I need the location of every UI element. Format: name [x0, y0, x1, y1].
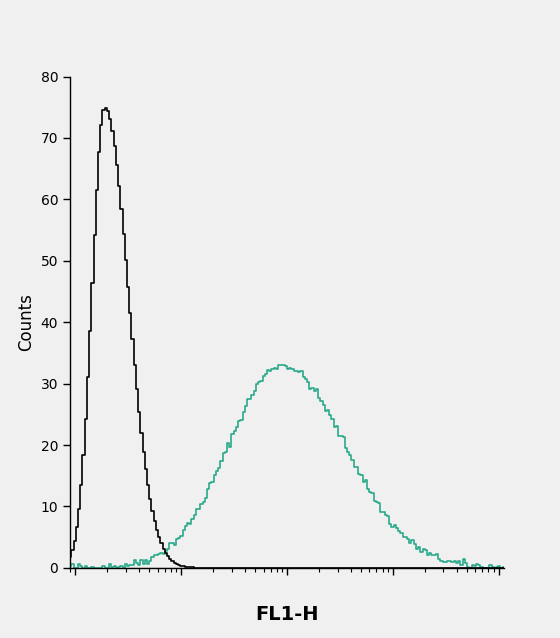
X-axis label: FL1-H: FL1-H: [255, 605, 319, 623]
Y-axis label: Counts: Counts: [17, 293, 35, 351]
